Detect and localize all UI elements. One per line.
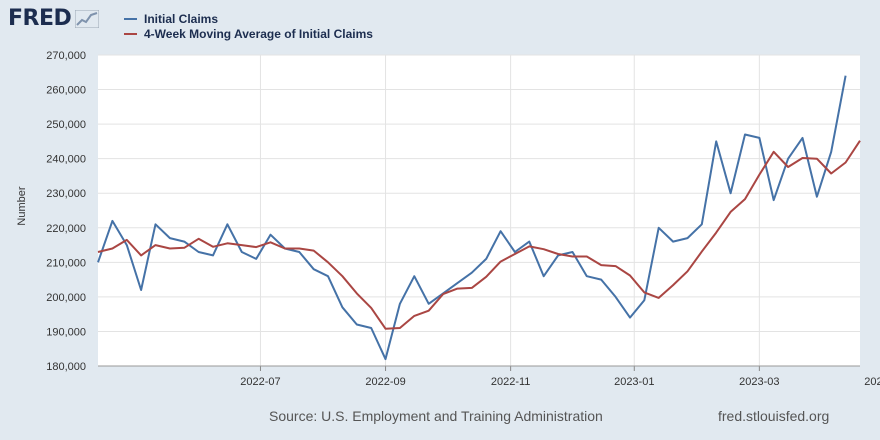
- x-tick-label: 2022-07: [240, 376, 280, 388]
- legend-item-initial-claims[interactable]: Initial Claims: [124, 11, 373, 26]
- x-tick-label: 2023-03: [739, 376, 779, 388]
- x-tick-label: 2022-09: [365, 376, 405, 388]
- fred-url-link[interactable]: fred.stlouisfed.org: [718, 408, 830, 424]
- y-tick-label: 230,000: [46, 188, 86, 200]
- legend-swatch-initial-claims: [124, 17, 137, 20]
- legend-item-moving-average[interactable]: 4-Week Moving Average of Initial Claims: [124, 26, 373, 41]
- x-tick-label: 2022-11: [491, 376, 531, 388]
- chart-line-icon: [75, 9, 100, 28]
- fred-logo[interactable]: FRED: [8, 6, 100, 31]
- y-tick-label: 240,000: [46, 154, 86, 166]
- y-tick-label: 200,000: [46, 292, 86, 304]
- series-line-initial-claims: [97, 75, 847, 361]
- logo-text: FRED: [8, 6, 72, 31]
- y-tick-label: 260,000: [46, 85, 86, 97]
- source-text: Source: U.S. Employment and Training Adm…: [269, 408, 603, 424]
- legend-swatch-moving-average: [124, 32, 137, 35]
- x-tick-label: 2023-05: [864, 376, 880, 388]
- y-tick-label: 270,000: [46, 50, 86, 62]
- y-tick-label: 210,000: [46, 257, 86, 269]
- x-tick-label: 2023-01: [614, 376, 654, 388]
- y-tick-label: 220,000: [46, 223, 86, 235]
- y-tick-label: 250,000: [46, 119, 86, 131]
- legend-label-initial-claims: Initial Claims: [144, 11, 219, 26]
- chart-legend: Initial Claims 4-Week Moving Average of …: [124, 11, 373, 41]
- legend-label-moving-average: 4-Week Moving Average of Initial Claims: [144, 26, 373, 41]
- plot-area: [98, 55, 860, 366]
- series-line-moving-average: [97, 140, 861, 330]
- y-tick-label: 190,000: [46, 326, 86, 338]
- y-tick-label: 180,000: [46, 361, 86, 373]
